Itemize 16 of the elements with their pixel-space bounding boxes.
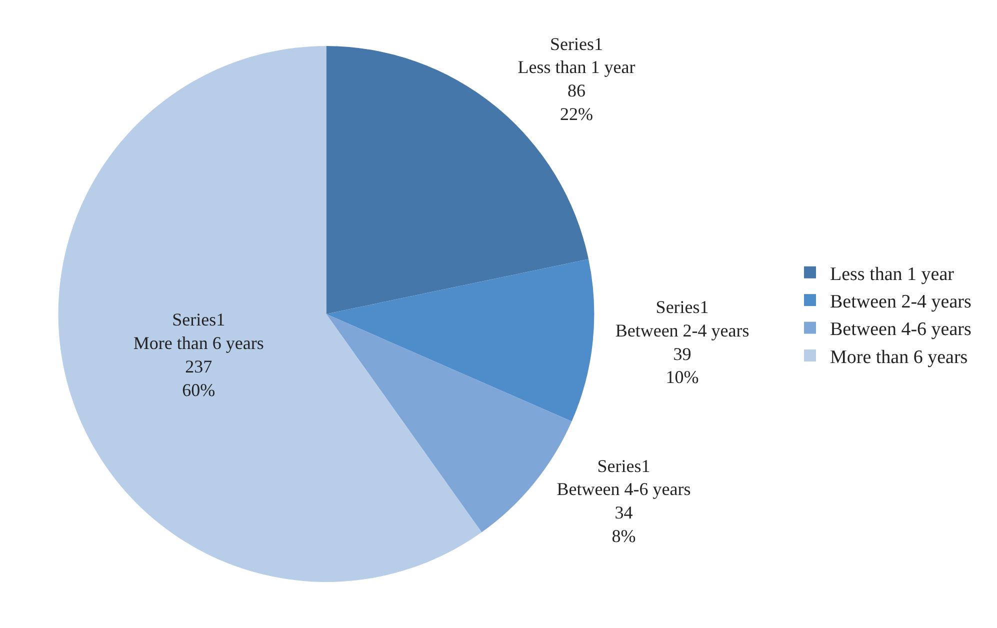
legend-label: Less than 1 year xyxy=(830,264,955,285)
legend-label: More than 6 years xyxy=(830,346,968,368)
data-label: 237 60% xyxy=(182,356,216,400)
data-label: 39 10% xyxy=(666,344,699,388)
text: Series1 xyxy=(172,310,226,330)
legend-label: Between 4-6 years xyxy=(830,319,972,340)
text: Series1 xyxy=(656,296,709,317)
slice-label: Between 4-6 years xyxy=(556,479,691,500)
text: Series1 xyxy=(550,34,603,54)
slice-label: More than 6 years xyxy=(133,333,264,354)
data-label: 34 8% xyxy=(612,502,636,546)
legend-label: Between 2-4 years xyxy=(830,291,972,312)
data-label: 86 22% xyxy=(560,80,593,124)
slice-label: Less than 1 year xyxy=(518,57,636,78)
slice-label: Series1 xyxy=(597,456,650,476)
slice-label: Between 2-4 years xyxy=(615,320,750,340)
